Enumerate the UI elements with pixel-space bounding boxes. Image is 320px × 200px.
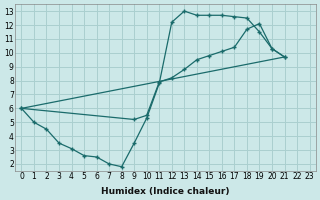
X-axis label: Humidex (Indice chaleur): Humidex (Indice chaleur) bbox=[101, 187, 230, 196]
